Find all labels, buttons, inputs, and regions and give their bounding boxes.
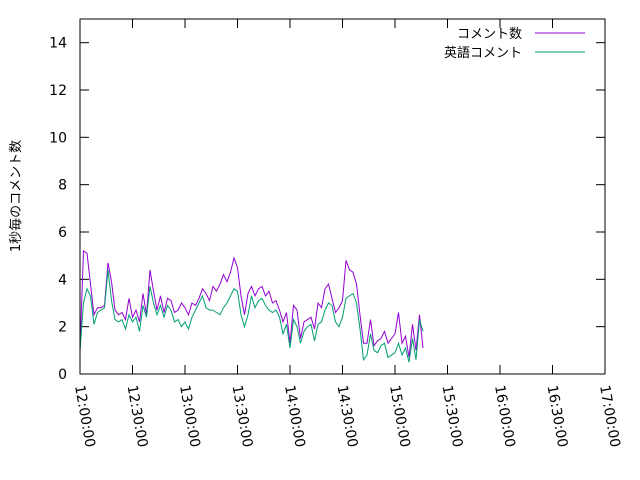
- series-layer: [79, 249, 424, 363]
- y-tick-label: 12: [49, 83, 67, 99]
- series-line-1: [79, 249, 424, 358]
- y-tick-label: 4: [58, 272, 67, 288]
- y-axis: 0 2 4 6 8 10 12 14: [49, 36, 605, 383]
- y-tick-label: 8: [58, 178, 67, 194]
- legend-label: 英語コメント: [444, 45, 522, 61]
- y-tick-label: 14: [49, 36, 67, 52]
- y-axis-title: 1秒毎のコメント数: [8, 140, 24, 252]
- legend-label: コメント数: [457, 27, 522, 42]
- plot-frame: [79, 18, 606, 375]
- y-tick-label: 2: [58, 320, 67, 336]
- y-tick-label: 6: [58, 225, 67, 241]
- series-line-2: [79, 269, 424, 363]
- y-tick-label: 0: [58, 367, 67, 383]
- y-tick-label: 10: [49, 130, 67, 146]
